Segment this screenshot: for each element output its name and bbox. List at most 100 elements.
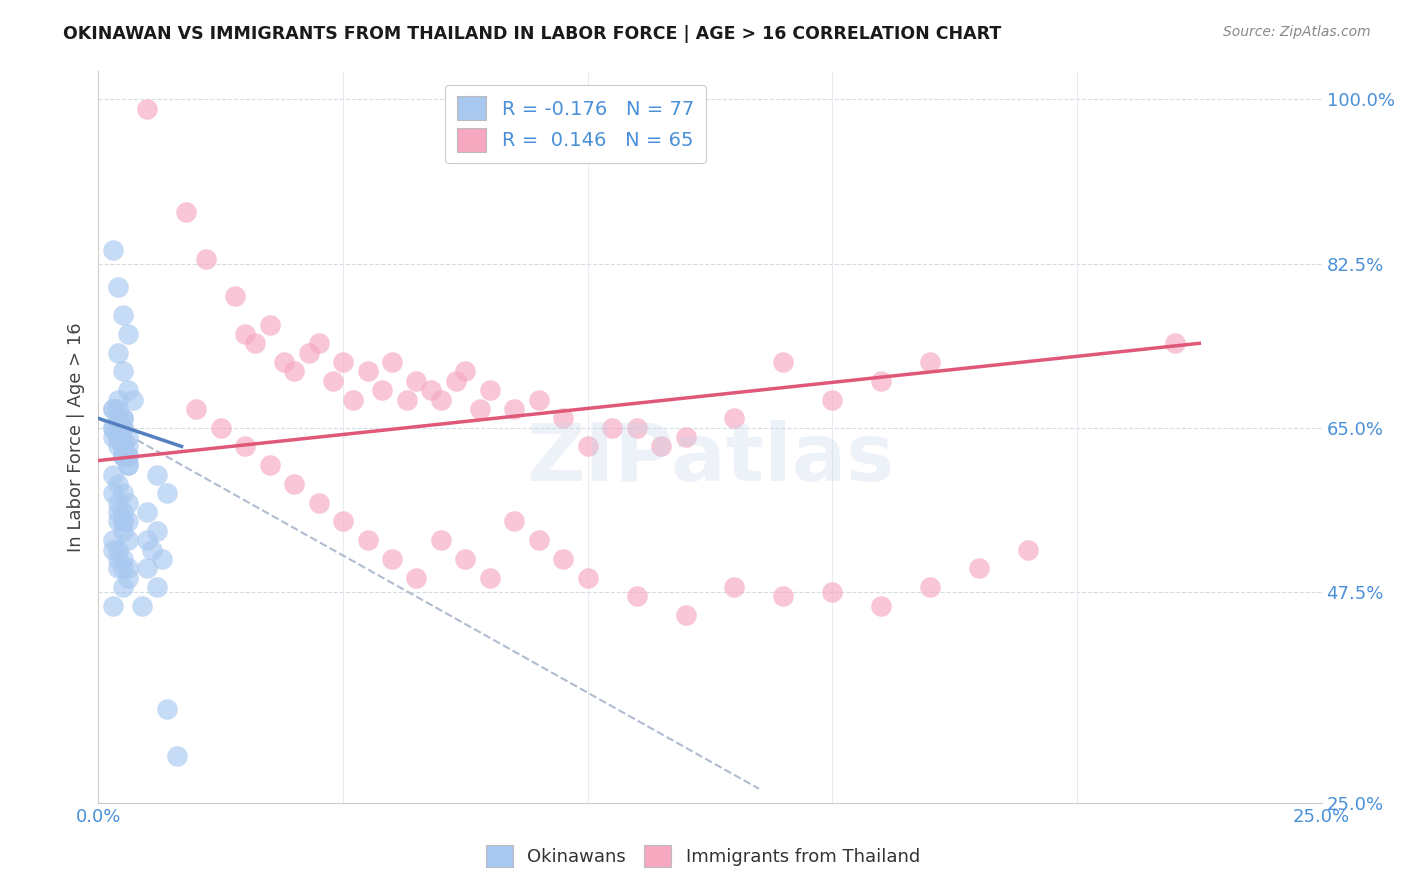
Point (209, 420, 232, 434)
Point (107, 542, 129, 557)
Point (723, 580, 745, 594)
Y-axis label: In Labor Force | Age > 16: In Labor Force | Age > 16 (66, 322, 84, 552)
Point (107, 401, 129, 416)
Point (117, 449, 139, 463)
Point (233, 440, 256, 454)
Point (107, 430, 129, 444)
Point (283, 477, 305, 491)
Point (107, 477, 129, 491)
Point (111, 420, 134, 434)
Point (176, 205, 198, 219)
Point (650, 440, 672, 454)
Point (101, 420, 124, 434)
Point (131, 599, 153, 613)
Point (600, 420, 623, 434)
Point (420, 383, 443, 397)
Point (626, 420, 648, 434)
Point (107, 430, 129, 444)
Point (117, 533, 139, 548)
Point (967, 561, 990, 575)
Point (772, 355, 794, 369)
Point (107, 420, 129, 434)
Text: ZIPatlas: ZIPatlas (526, 420, 894, 498)
Point (273, 355, 295, 369)
Point (117, 458, 139, 473)
Point (444, 374, 467, 388)
Point (117, 458, 139, 473)
Point (117, 515, 139, 529)
Point (332, 355, 354, 369)
Point (156, 702, 179, 716)
Point (626, 590, 648, 604)
Point (723, 411, 745, 425)
Point (920, 580, 942, 594)
Point (322, 374, 344, 388)
Point (821, 584, 844, 599)
Point (1164, 336, 1187, 351)
Point (136, 505, 159, 519)
Point (111, 440, 134, 454)
Point (332, 515, 354, 529)
Point (111, 308, 134, 322)
Point (107, 430, 129, 444)
Point (146, 467, 169, 482)
Point (553, 411, 575, 425)
Point (111, 440, 134, 454)
Point (553, 552, 575, 566)
Point (107, 505, 129, 519)
Point (111, 515, 134, 529)
Point (405, 374, 427, 388)
Point (111, 505, 134, 519)
Point (117, 430, 139, 444)
Point (430, 392, 453, 407)
Point (675, 430, 697, 444)
Point (576, 571, 599, 585)
Point (111, 440, 134, 454)
Point (527, 533, 550, 548)
Point (156, 486, 179, 500)
Point (395, 392, 418, 407)
Point (821, 392, 844, 407)
Point (107, 440, 129, 454)
Point (141, 542, 163, 557)
Point (107, 420, 129, 434)
Point (146, 524, 169, 538)
Point (381, 355, 404, 369)
Point (920, 355, 942, 369)
Point (166, 748, 188, 763)
Point (527, 392, 550, 407)
Point (101, 533, 124, 548)
Point (308, 496, 330, 510)
Point (870, 599, 893, 613)
Point (117, 571, 139, 585)
Point (111, 364, 134, 378)
Point (117, 440, 139, 454)
Point (356, 533, 378, 548)
Point (371, 383, 394, 397)
Point (111, 440, 134, 454)
Point (150, 552, 173, 566)
Point (101, 542, 124, 557)
Point (136, 102, 159, 116)
Point (101, 243, 124, 257)
Point (233, 326, 256, 341)
Point (117, 383, 139, 397)
Point (381, 552, 404, 566)
Point (430, 533, 453, 548)
Point (259, 458, 281, 473)
Legend: R = -0.176   N = 77, R =  0.146   N = 65: R = -0.176 N = 77, R = 0.146 N = 65 (446, 85, 706, 163)
Point (111, 561, 134, 575)
Point (101, 401, 124, 416)
Point (107, 552, 129, 566)
Point (111, 449, 134, 463)
Point (101, 599, 124, 613)
Point (454, 552, 477, 566)
Point (101, 486, 124, 500)
Text: OKINAWAN VS IMMIGRANTS FROM THAILAND IN LABOR FORCE | AGE > 16 CORRELATION CHART: OKINAWAN VS IMMIGRANTS FROM THAILAND IN … (63, 25, 1001, 43)
Point (111, 411, 134, 425)
Point (356, 364, 378, 378)
Point (107, 411, 129, 425)
Legend: Okinawans, Immigrants from Thailand: Okinawans, Immigrants from Thailand (478, 838, 928, 874)
Point (1017, 542, 1039, 557)
Point (308, 336, 330, 351)
